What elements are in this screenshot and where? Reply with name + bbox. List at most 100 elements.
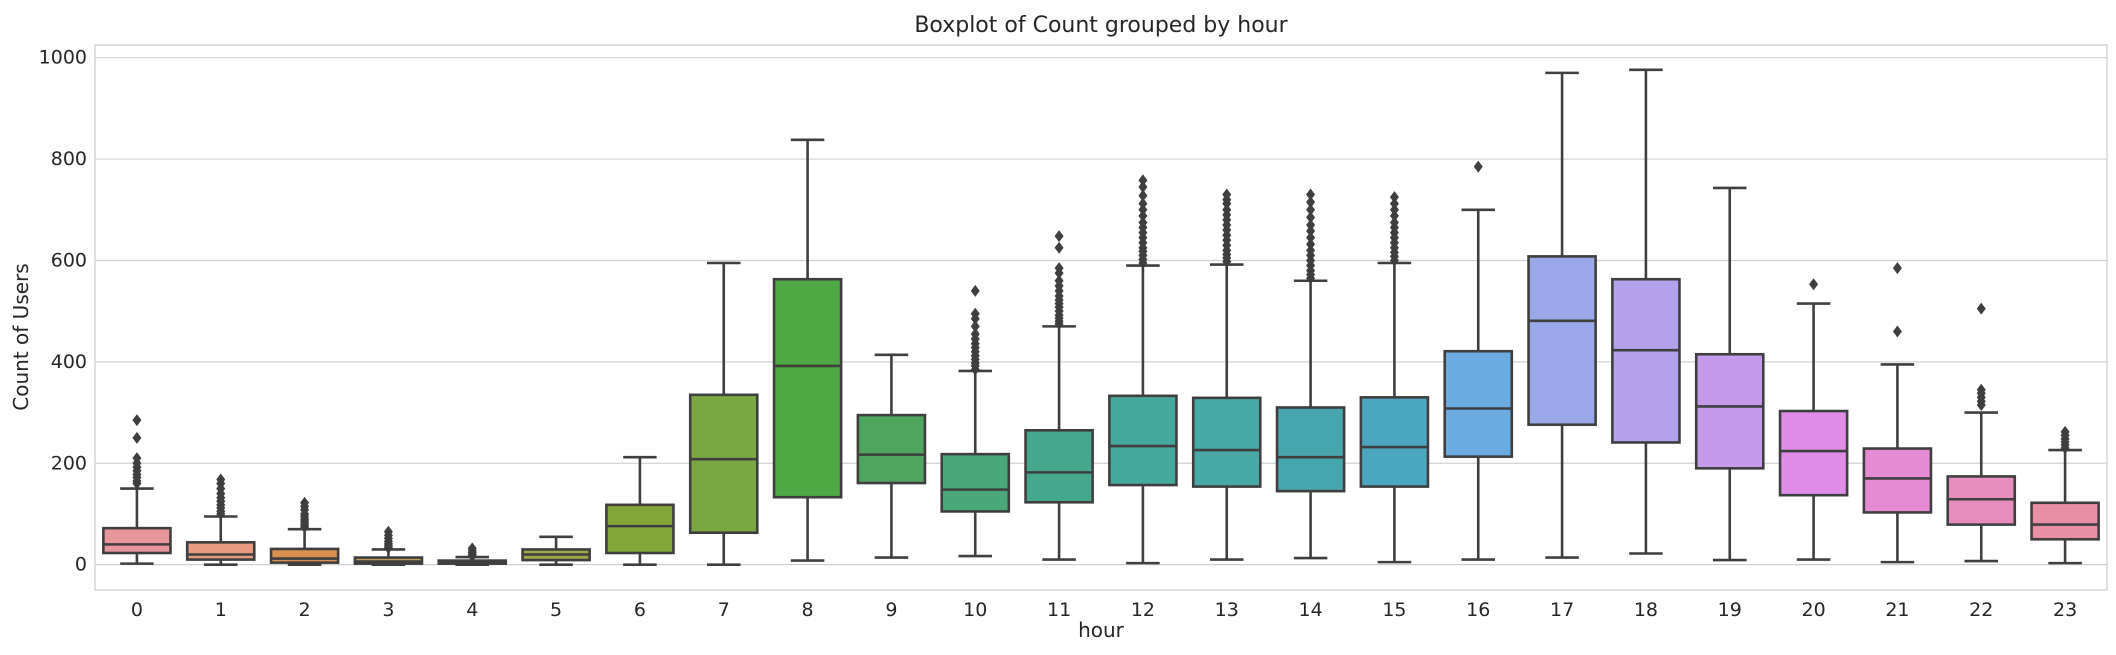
outlier-point bbox=[132, 452, 142, 465]
outlier-point bbox=[1389, 197, 1399, 210]
iqr-box bbox=[1778, 409, 1849, 497]
box-group bbox=[269, 496, 340, 566]
x-tick-label: 20 bbox=[1801, 599, 1825, 621]
iqr-box bbox=[1611, 277, 1681, 444]
box-group bbox=[772, 138, 843, 562]
outlier-point bbox=[1138, 209, 1148, 222]
x-tick-label: 12 bbox=[1131, 599, 1155, 621]
outlier-point bbox=[1389, 191, 1399, 204]
outlier-point bbox=[2060, 425, 2070, 438]
x-tick-label: 22 bbox=[1969, 599, 1993, 621]
iqr-box bbox=[688, 393, 759, 535]
outlier-point bbox=[1054, 262, 1064, 275]
outlier-point bbox=[970, 307, 980, 320]
chart-title: Boxplot of Count grouped by hour bbox=[914, 13, 1288, 38]
outlier-point bbox=[1054, 230, 1064, 243]
y-tick-label: 800 bbox=[51, 148, 87, 170]
box-group bbox=[940, 284, 1011, 558]
x-tick-label: 6 bbox=[634, 599, 646, 621]
iqr-box bbox=[1862, 447, 1933, 514]
outlier-point bbox=[1389, 216, 1399, 229]
iqr-box bbox=[605, 503, 675, 555]
iqr-box bbox=[772, 277, 843, 499]
iqr-box bbox=[1108, 394, 1178, 487]
x-tick-label: 23 bbox=[2053, 599, 2077, 621]
outlier-point bbox=[1138, 203, 1148, 216]
x-tick-label: 16 bbox=[1466, 599, 1490, 621]
outlier-point bbox=[1306, 225, 1316, 238]
x-tick-label: 11 bbox=[1047, 599, 1071, 621]
outlier-point bbox=[1473, 160, 1483, 173]
outlier-point bbox=[1138, 216, 1148, 229]
box-group bbox=[185, 473, 256, 566]
y-tick-label: 600 bbox=[51, 249, 87, 271]
outlier-point bbox=[1892, 325, 1902, 338]
outlier-point bbox=[1389, 203, 1399, 216]
iqr-box bbox=[1527, 255, 1597, 427]
x-tick-label: 13 bbox=[1215, 599, 1239, 621]
x-tick-label: 18 bbox=[1634, 599, 1658, 621]
outlier-point bbox=[970, 327, 980, 340]
outlier-point bbox=[1138, 174, 1148, 187]
outlier-point bbox=[1138, 197, 1148, 210]
y-tick-label: 200 bbox=[51, 452, 87, 474]
box-group bbox=[1359, 191, 1430, 564]
iqr-box bbox=[2030, 501, 2100, 541]
outlier-point bbox=[1892, 262, 1902, 275]
iqr-box bbox=[269, 547, 340, 564]
box-group bbox=[353, 525, 424, 566]
outlier-point bbox=[1976, 302, 1986, 315]
outlier-point bbox=[1306, 196, 1316, 209]
box-group bbox=[437, 542, 508, 566]
y-tick-label: 1000 bbox=[39, 47, 87, 69]
iqr-box bbox=[1024, 429, 1094, 504]
box-group bbox=[1778, 278, 1849, 561]
plot-frame bbox=[94, 44, 2108, 591]
outlier-point bbox=[216, 473, 226, 486]
x-tick-label: 9 bbox=[885, 599, 897, 621]
box-group bbox=[1527, 71, 1597, 559]
box-group bbox=[1443, 160, 1514, 561]
x-tick-label: 2 bbox=[299, 599, 311, 621]
outlier-point bbox=[467, 542, 477, 555]
outlier-point bbox=[970, 284, 980, 297]
outlier-point bbox=[1306, 188, 1316, 201]
outlier-point bbox=[1054, 241, 1064, 254]
box-group bbox=[856, 353, 927, 559]
outlier-point bbox=[1138, 189, 1148, 202]
iqr-box bbox=[102, 526, 172, 555]
outlier-point bbox=[1306, 244, 1316, 257]
outlier-point bbox=[132, 414, 142, 427]
box-group bbox=[688, 261, 759, 566]
box-group bbox=[1946, 302, 2017, 563]
box-group bbox=[605, 455, 675, 566]
box-group bbox=[1694, 186, 1765, 562]
y-tick-label: 400 bbox=[51, 351, 87, 373]
outlier-point bbox=[1306, 203, 1316, 216]
x-tick-label: 17 bbox=[1550, 599, 1574, 621]
x-axis-title: hour bbox=[1078, 618, 1125, 642]
iqr-box bbox=[1443, 349, 1514, 458]
box-group bbox=[521, 535, 591, 566]
x-tick-label: 3 bbox=[382, 599, 394, 621]
x-tick-label: 14 bbox=[1298, 599, 1322, 621]
outlier-point bbox=[1306, 231, 1316, 244]
box-group bbox=[1024, 230, 1094, 561]
x-tick-label: 21 bbox=[1885, 599, 1909, 621]
outlier-point bbox=[1054, 274, 1064, 287]
outlier-point bbox=[383, 525, 393, 538]
outlier-point bbox=[132, 431, 142, 444]
x-tick-label: 15 bbox=[1382, 599, 1406, 621]
outlier-point bbox=[300, 496, 310, 509]
x-tick-label: 5 bbox=[550, 599, 562, 621]
outlier-point bbox=[1976, 383, 1986, 396]
x-tick-label: 4 bbox=[466, 599, 478, 621]
outlier-point bbox=[1306, 218, 1316, 231]
x-tick-label: 7 bbox=[718, 599, 730, 621]
outlier-point bbox=[1306, 211, 1316, 224]
outlier-point bbox=[1809, 278, 1819, 291]
box-group bbox=[1191, 188, 1262, 561]
box-group bbox=[1275, 188, 1346, 560]
